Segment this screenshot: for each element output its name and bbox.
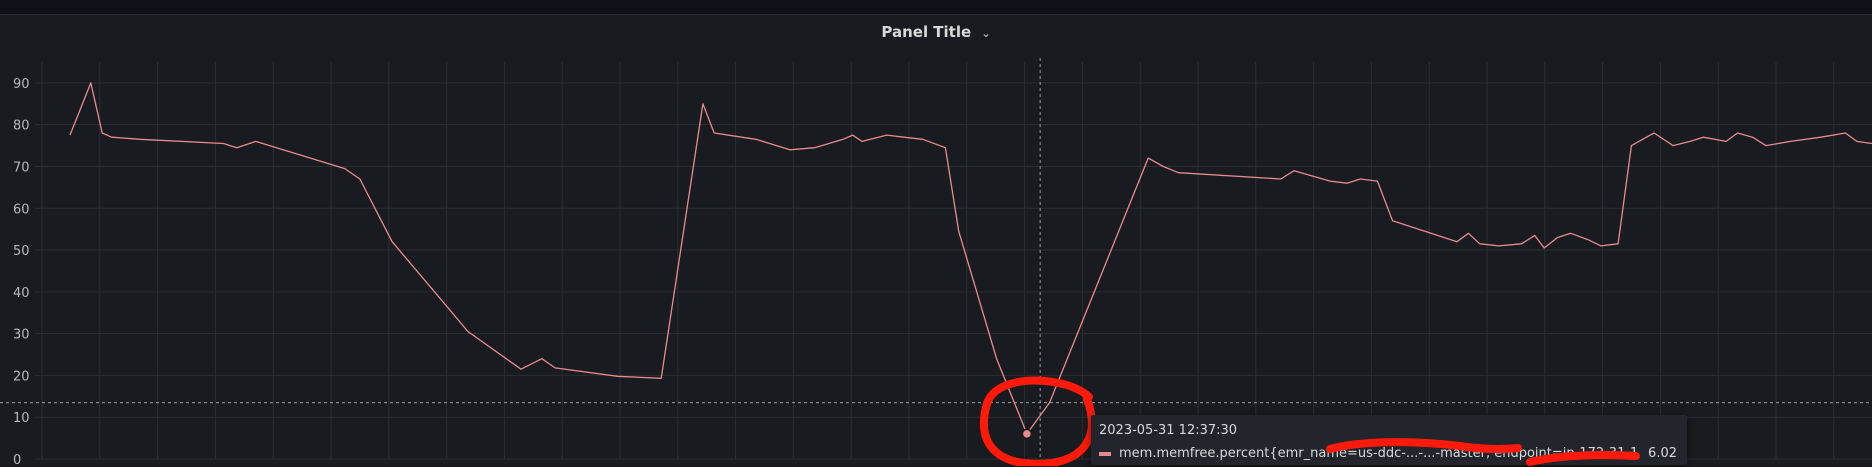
annotation-circle — [979, 376, 1096, 466]
y-tick-label: 80 — [13, 119, 30, 134]
tooltip-series-row: mem.memfree.percent{emr_name=us-ddc-...-… — [1099, 446, 1677, 461]
y-tick-label: 60 — [13, 202, 30, 217]
tooltip-time: 2023-05-31 12:37:30 — [1099, 423, 1238, 438]
chart-panel: Panel Title ⌄ — [0, 14, 1872, 467]
y-tick-label: 90 — [13, 77, 30, 92]
y-tick-label: 70 — [13, 160, 30, 175]
panel-title-button[interactable]: Panel Title ⌄ — [881, 23, 990, 41]
y-tick-label: 40 — [13, 286, 30, 301]
tooltip-series-label: mem.memfree.percent{emr_name=us-ddc-...-… — [1119, 446, 1637, 461]
series-color-swatch — [1099, 451, 1111, 456]
y-tick-label: 10 — [13, 411, 30, 426]
tooltip-value: 6.02 — [1648, 446, 1677, 461]
y-tick-label: 20 — [13, 369, 30, 384]
panel-header: Panel Title ⌄ — [0, 15, 1872, 49]
y-tick-label: 30 — [13, 328, 30, 343]
series-line — [69, 82, 1872, 435]
tooltip: 2023-05-31 12:37:30 mem.memfree.percent{… — [1091, 415, 1687, 465]
panel-title: Panel Title — [881, 23, 972, 41]
highlighted-data-point — [1021, 428, 1033, 440]
chevron-down-icon: ⌄ — [981, 27, 991, 40]
y-tick-label: 0 — [13, 453, 21, 466]
y-tick-label: 50 — [13, 244, 30, 259]
